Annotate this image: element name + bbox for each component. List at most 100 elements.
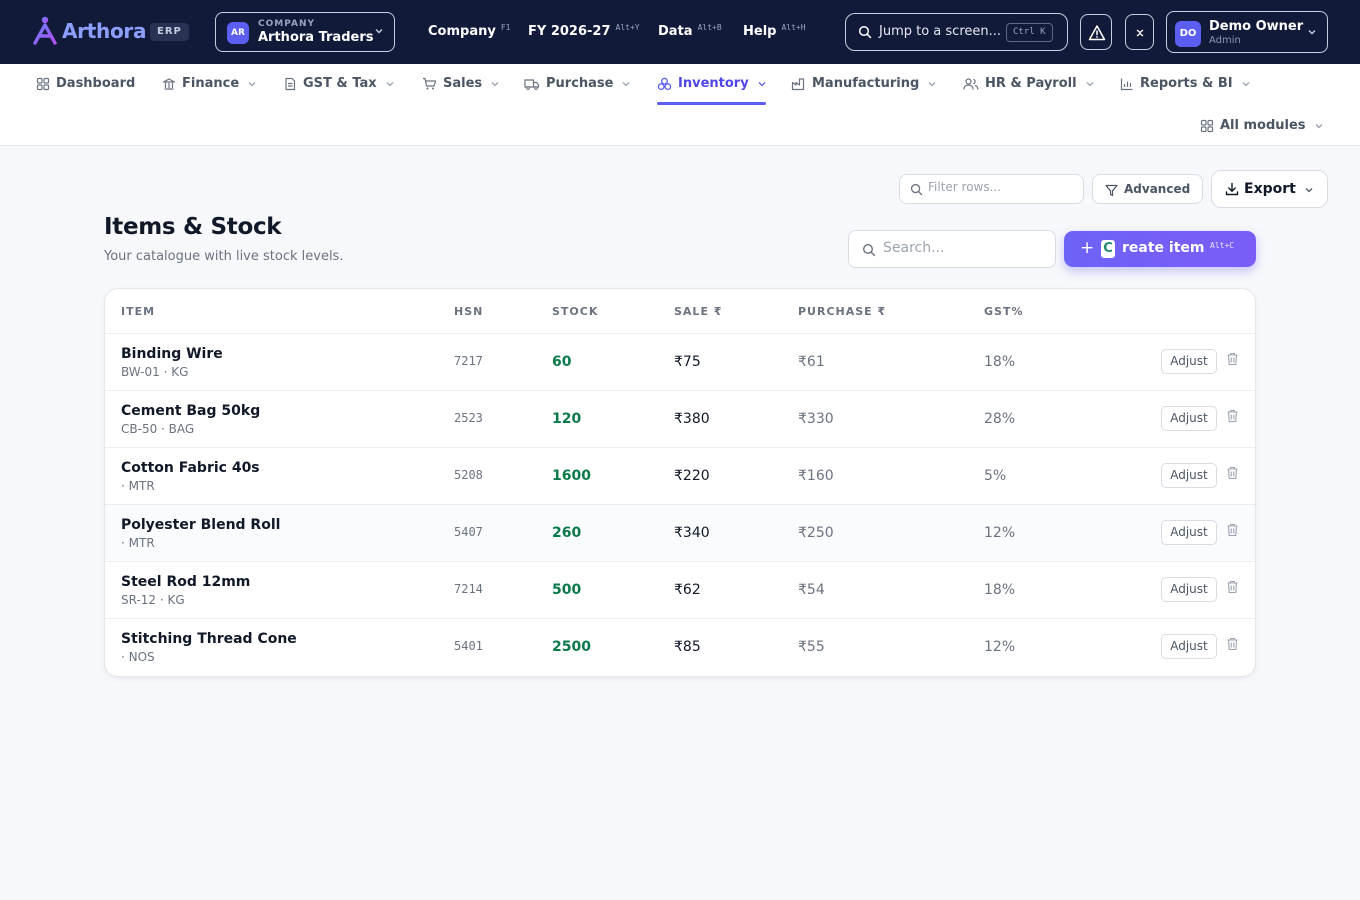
trash-icon[interactable] xyxy=(1226,523,1239,537)
top-nav-fiscal-year[interactable]: FY 2026-27 Alt+Y xyxy=(528,23,640,39)
adjust-stock-button[interactable]: Adjust xyxy=(1161,349,1217,374)
filter-icon xyxy=(1105,184,1118,197)
boxes-icon xyxy=(657,77,672,91)
trash-icon[interactable] xyxy=(1226,352,1239,366)
adjust-stock-button[interactable]: Adjust xyxy=(1161,577,1217,602)
company-switcher[interactable]: AR COMPANY Arthora Traders xyxy=(215,12,395,52)
item-gst-rate: 18% xyxy=(984,354,1016,370)
erp-badge: ERP xyxy=(150,23,189,41)
item-gst-rate: 28% xyxy=(984,411,1016,427)
item-stock: 2500 xyxy=(552,639,591,655)
trash-icon[interactable] xyxy=(1226,637,1239,651)
module-inventory[interactable]: Inventory xyxy=(657,76,767,91)
brand-logo[interactable]: Arthora xyxy=(31,15,146,47)
table-row[interactable]: Binding Wire BW-01 · KG 7217 60 ₹75 ₹61 … xyxy=(105,334,1255,391)
advanced-filter-button[interactable]: Advanced xyxy=(1092,174,1203,204)
collapse-button[interactable] xyxy=(1125,14,1154,50)
warning-icon xyxy=(1088,25,1106,41)
module-label: GST & Tax xyxy=(303,76,377,91)
column-header-stock: STOCK xyxy=(552,305,599,318)
module-label: Inventory xyxy=(678,76,749,91)
module-finance[interactable]: Finance xyxy=(162,76,257,91)
search-icon xyxy=(862,243,876,257)
table-row[interactable]: Cement Bag 50kg CB-50 · BAG 2523 120 ₹38… xyxy=(105,391,1255,448)
module-dashboard[interactable]: Dashboard xyxy=(36,76,135,91)
active-tab-indicator xyxy=(657,102,766,105)
create-item-button[interactable]: + C reate item Alt+C xyxy=(1064,231,1256,267)
company-caption: COMPANY xyxy=(258,19,315,29)
alerts-button[interactable] xyxy=(1080,14,1112,50)
filter-rows-input[interactable] xyxy=(928,180,1078,194)
top-nav-label: FY 2026-27 xyxy=(528,24,611,39)
bank-icon xyxy=(162,77,176,91)
item-code: · NOS xyxy=(121,650,155,664)
table-row[interactable]: Stitching Thread Cone · NOS 5401 2500 ₹8… xyxy=(105,619,1255,676)
avatar: DO xyxy=(1175,21,1201,47)
module-manufacturing[interactable]: Manufacturing xyxy=(791,76,937,91)
module-reports-bi[interactable]: Reports & BI xyxy=(1120,76,1251,91)
jump-to-screen-button[interactable]: Jump to a screen... Ctrl K xyxy=(845,13,1068,51)
shortcut-hint: F1 xyxy=(500,23,511,32)
module-label: Manufacturing xyxy=(812,76,920,91)
table-row[interactable]: Cotton Fabric 40s · MTR 5208 1600 ₹220 ₹… xyxy=(105,448,1255,505)
top-nav-help[interactable]: Help Alt+H xyxy=(743,23,806,39)
item-search-field[interactable] xyxy=(848,230,1056,268)
column-header-sale: SALE ₹ xyxy=(674,305,723,318)
chevron-down-icon xyxy=(490,79,500,89)
export-button[interactable]: Export xyxy=(1211,170,1328,208)
chevron-down-icon xyxy=(757,79,767,89)
module-sales[interactable]: Sales xyxy=(422,76,500,91)
create-key-hint: C xyxy=(1101,240,1115,258)
shortcut-hint: Alt+H xyxy=(781,23,806,32)
item-purchase-price: ₹54 xyxy=(798,582,825,598)
trash-icon[interactable] xyxy=(1226,580,1239,594)
module-purchase[interactable]: Purchase xyxy=(524,76,631,91)
item-name: Cement Bag 50kg xyxy=(121,403,261,419)
filter-rows-field[interactable] xyxy=(899,174,1084,204)
adjust-stock-button[interactable]: Adjust xyxy=(1161,406,1217,431)
adjust-stock-button[interactable]: Adjust xyxy=(1161,463,1217,488)
document-icon xyxy=(283,77,297,91)
item-name: Polyester Blend Roll xyxy=(121,517,281,533)
item-stock: 60 xyxy=(552,354,572,370)
adjust-stock-button[interactable]: Adjust xyxy=(1161,634,1217,659)
user-menu[interactable]: DO Demo Owner Admin xyxy=(1166,11,1328,53)
table-row[interactable]: Polyester Blend Roll · MTR 5407 260 ₹340… xyxy=(105,505,1255,562)
chevron-down-icon xyxy=(927,79,937,89)
module-hr-payroll[interactable]: HR & Payroll xyxy=(963,76,1095,91)
chevron-down-icon xyxy=(1305,188,1313,193)
module-gst-tax[interactable]: GST & Tax xyxy=(283,76,395,91)
collapse-icon xyxy=(1136,29,1144,37)
item-name: Steel Rod 12mm xyxy=(121,574,251,590)
column-header-item: ITEM xyxy=(121,305,156,318)
page-subtitle: Your catalogue with live stock levels. xyxy=(104,249,344,264)
item-stock: 260 xyxy=(552,525,582,541)
item-hsn: 5407 xyxy=(454,525,483,539)
top-nav-company[interactable]: Company F1 xyxy=(428,23,510,39)
module-label: HR & Payroll xyxy=(985,76,1077,91)
item-sale-price: ₹75 xyxy=(674,354,701,370)
items-table: ITEM HSN STOCK SALE ₹ PURCHASE ₹ GST% Bi… xyxy=(104,288,1256,677)
item-search-input[interactable] xyxy=(883,240,1043,256)
trash-icon[interactable] xyxy=(1226,409,1239,423)
search-icon xyxy=(910,183,923,196)
export-label: Export xyxy=(1244,181,1296,197)
company-name: Arthora Traders xyxy=(258,30,374,45)
module-label: Sales xyxy=(443,76,483,91)
item-sale-price: ₹62 xyxy=(674,582,701,598)
table-row[interactable]: Steel Rod 12mm SR-12 · KG 7214 500 ₹62 ₹… xyxy=(105,562,1255,619)
item-sale-price: ₹380 xyxy=(674,411,710,427)
item-hsn: 7217 xyxy=(454,354,483,368)
item-purchase-price: ₹55 xyxy=(798,639,825,655)
item-gst-rate: 5% xyxy=(984,468,1007,484)
trash-icon[interactable] xyxy=(1226,466,1239,480)
adjust-stock-button[interactable]: Adjust xyxy=(1161,520,1217,545)
top-nav-data[interactable]: Data Alt+B xyxy=(658,23,722,39)
module-all-modules[interactable]: All modules xyxy=(1200,118,1324,133)
item-hsn: 5401 xyxy=(454,639,483,653)
module-nav: Dashboard Finance GST & Tax Sales Purcha… xyxy=(0,64,1360,146)
chevron-down-icon xyxy=(1241,79,1251,89)
advanced-label: Advanced xyxy=(1124,182,1191,196)
shortcut-hint: Alt+B xyxy=(697,23,722,32)
module-label: Dashboard xyxy=(56,76,136,91)
